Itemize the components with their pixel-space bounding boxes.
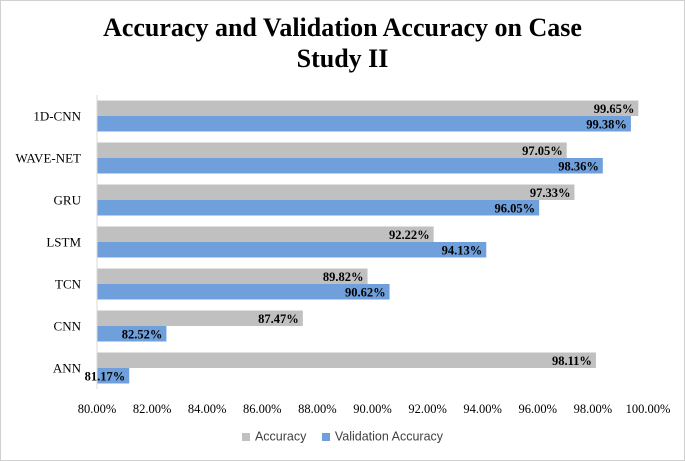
bar-validation-accuracy-wave-net [97, 158, 603, 174]
legend-label-accuracy: Accuracy [254, 430, 307, 445]
category-label-wave-net: WAVE-NET [16, 151, 82, 166]
category-label-cnn: CNN [54, 319, 82, 334]
value-label-validation-accuracy-gru: 96.05% [495, 201, 536, 215]
x-tick-label-9: 98.00% [574, 402, 613, 416]
value-label-validation-accuracy-wave-net: 98.36% [558, 159, 599, 173]
x-tick-label-10: 100.00% [626, 402, 671, 416]
chart-title-line-2: Study II [296, 44, 389, 73]
category-label-ann: ANN [53, 361, 82, 376]
bar-accuracy-tcn [97, 268, 368, 284]
chart-title-line-1: Accuracy and Validation Accuracy on Case [103, 13, 582, 42]
value-label-validation-accuracy-lstm: 94.13% [442, 243, 483, 257]
bar-validation-accuracy-cnn [97, 326, 167, 342]
category-label-lstm: LSTM [46, 235, 81, 250]
legend-swatch-validation-accuracy [321, 433, 330, 442]
value-label-validation-accuracy-tcn: 90.62% [345, 285, 386, 299]
x-tick-label-4: 88.00% [298, 402, 337, 416]
x-tick-label-8: 96.00% [519, 402, 558, 416]
x-tick-label-5: 90.00% [353, 402, 392, 416]
legend-swatch-accuracy [241, 433, 250, 442]
category-label-tcn: TCN [55, 277, 82, 292]
bar-validation-accuracy-1d-cnn [97, 116, 631, 132]
x-tick-label-1: 82.00% [133, 402, 172, 416]
x-tick-label-0: 80.00% [78, 402, 117, 416]
bar-validation-accuracy-ann [97, 368, 130, 384]
bar-validation-accuracy-gru [97, 200, 540, 216]
value-label-accuracy-ann: 98.11% [552, 354, 592, 368]
value-label-accuracy-gru: 97.33% [530, 186, 571, 200]
bar-accuracy-lstm [97, 226, 434, 242]
value-label-validation-accuracy-1d-cnn: 99.38% [586, 117, 627, 131]
bar-validation-accuracy-lstm [97, 242, 487, 258]
value-label-accuracy-cnn: 87.47% [258, 312, 299, 326]
category-label-gru: GRU [54, 193, 82, 208]
x-tick-label-7: 94.00% [463, 402, 502, 416]
bar-accuracy-ann [97, 352, 596, 368]
x-tick-label-2: 84.00% [188, 402, 227, 416]
category-label-1d-cnn: 1D-CNN [33, 109, 81, 124]
bar-accuracy-1d-cnn [97, 100, 639, 116]
value-label-accuracy-tcn: 89.82% [323, 270, 364, 284]
legend-label-validation-accuracy: Validation Accuracy [334, 430, 444, 445]
chart-title: Accuracy and Validation Accuracy on Case… [0, 12, 685, 74]
chart-legend: Accuracy Validation Accuracy [0, 429, 685, 444]
legend-item-validation-accuracy: Validation Accuracy [321, 429, 444, 445]
value-label-validation-accuracy-ann: 81.17% [85, 369, 126, 383]
bar-accuracy-cnn [97, 310, 303, 326]
value-label-accuracy-wave-net: 97.05% [522, 144, 563, 158]
bar-accuracy-gru [97, 184, 575, 200]
bar-accuracy-wave-net [97, 142, 567, 158]
value-label-validation-accuracy-cnn: 82.52% [122, 327, 163, 341]
value-label-accuracy-1d-cnn: 99.65% [594, 102, 635, 116]
value-label-accuracy-lstm: 92.22% [389, 228, 430, 242]
x-tick-label-3: 86.00% [243, 402, 282, 416]
x-tick-label-6: 92.00% [408, 402, 447, 416]
bar-validation-accuracy-tcn [97, 284, 390, 300]
legend-item-accuracy: Accuracy [241, 429, 307, 445]
